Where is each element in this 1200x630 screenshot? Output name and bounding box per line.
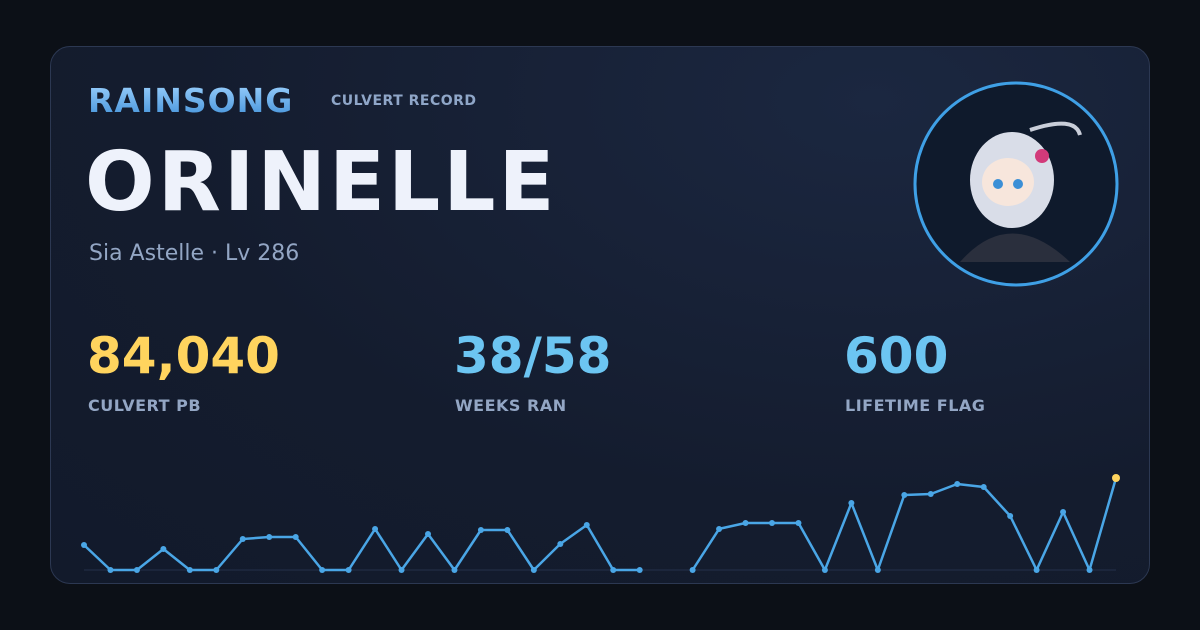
avatar-face: [982, 158, 1034, 206]
sparkline-point: [345, 567, 352, 573]
stat-label: LIFETIME FLAG: [845, 396, 986, 415]
sparkline-point: [689, 567, 696, 573]
avatar-eye: [1013, 179, 1023, 189]
sparkline-point: [583, 522, 590, 529]
sparkline: [83, 477, 1118, 572]
sparkline-point: [769, 520, 775, 527]
avatar: [913, 81, 1119, 287]
stat-value: 38/58: [454, 327, 612, 385]
sparkline-point: [213, 567, 220, 573]
stat-label: WEEKS RAN: [455, 396, 567, 415]
sparkline-point: [81, 542, 87, 549]
sparkline-point: [1112, 474, 1120, 482]
sparkline-point: [372, 525, 379, 532]
sparkline-point: [160, 545, 167, 552]
sparkline-point: [425, 530, 431, 537]
sparkline-point: [266, 534, 273, 541]
stat-value: 84,040: [87, 327, 280, 385]
sparkline-point: [742, 520, 749, 527]
sparkline-point: [530, 567, 537, 573]
stat-value: 600: [844, 327, 949, 385]
sparkline-point: [795, 520, 802, 527]
sparkline-point: [319, 567, 326, 573]
brand-subtitle: CULVERT RECORD: [331, 93, 477, 109]
sparkline-point: [636, 567, 643, 573]
sparkline-point: [504, 527, 511, 534]
sparkline-point: [874, 567, 881, 573]
character-name: ORINELLE: [85, 135, 558, 230]
sparkline-point: [980, 484, 987, 491]
sparkline-point: [1086, 567, 1093, 573]
sparkline-point: [107, 567, 114, 573]
avatar-gem: [1035, 149, 1049, 163]
sparkline-point: [451, 567, 458, 573]
avatar-eye: [993, 179, 1003, 189]
sparkline-point: [133, 567, 140, 573]
stat-label: CULVERT PB: [88, 396, 202, 415]
sparkline-point: [477, 527, 484, 534]
sparkline-point: [1060, 508, 1067, 515]
brand-title: RAINSONG: [88, 81, 294, 120]
sparkline-point: [1033, 567, 1040, 573]
sparkline-point: [848, 500, 855, 507]
character-subtitle: Sia Astelle · Lv 286: [89, 241, 300, 266]
sparkline-point: [927, 491, 934, 498]
sparkline-point: [1007, 513, 1014, 520]
sparkline-point: [901, 492, 908, 499]
sparkline-point: [557, 540, 564, 547]
avatar-body: [960, 233, 1070, 262]
sparkline-point: [610, 567, 617, 573]
sparkline-point: [954, 480, 961, 487]
sparkline-point: [239, 536, 246, 543]
sparkline-point: [186, 567, 193, 573]
sparkline-point: [716, 525, 723, 532]
avatar-ornament: [1029, 121, 1082, 136]
sparkline-point: [398, 567, 405, 573]
sparkline-point: [821, 567, 828, 573]
sparkline-point: [292, 534, 299, 541]
